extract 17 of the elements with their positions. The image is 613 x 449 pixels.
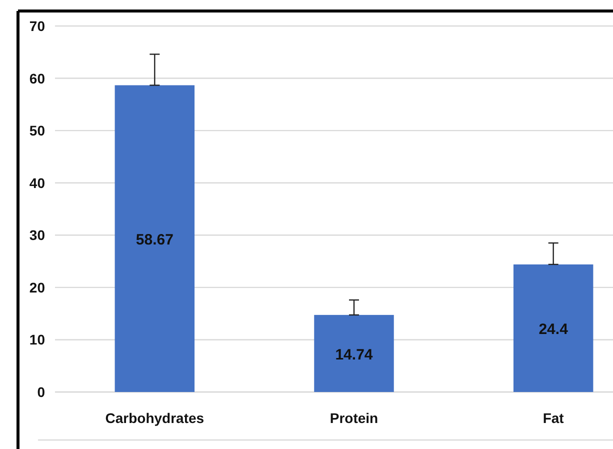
- y-tick-label: 30: [29, 227, 46, 244]
- y-tick-label: 70: [29, 18, 46, 34]
- y-tick-label: 60: [29, 70, 46, 86]
- y-tick-label: 20: [29, 279, 46, 296]
- x-tick-label: Protein: [330, 410, 378, 426]
- x-tick-label: Fat: [542, 410, 564, 426]
- data-label: 58.67: [136, 232, 174, 249]
- data-label: 14.74: [335, 346, 374, 364]
- bar: [314, 314, 394, 392]
- y-tick-label: 50: [29, 122, 46, 139]
- bar: [513, 264, 594, 392]
- bar: [114, 85, 195, 392]
- y-tick-label: 10: [29, 332, 46, 348]
- y-tick-label: 40: [29, 174, 46, 191]
- x-tick-label: Carbohydrates: [105, 410, 204, 426]
- data-label: 24.4: [538, 321, 569, 338]
- y-tick-label: 0: [37, 384, 46, 400]
